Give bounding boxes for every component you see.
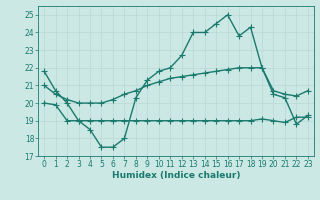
X-axis label: Humidex (Indice chaleur): Humidex (Indice chaleur) [112, 171, 240, 180]
